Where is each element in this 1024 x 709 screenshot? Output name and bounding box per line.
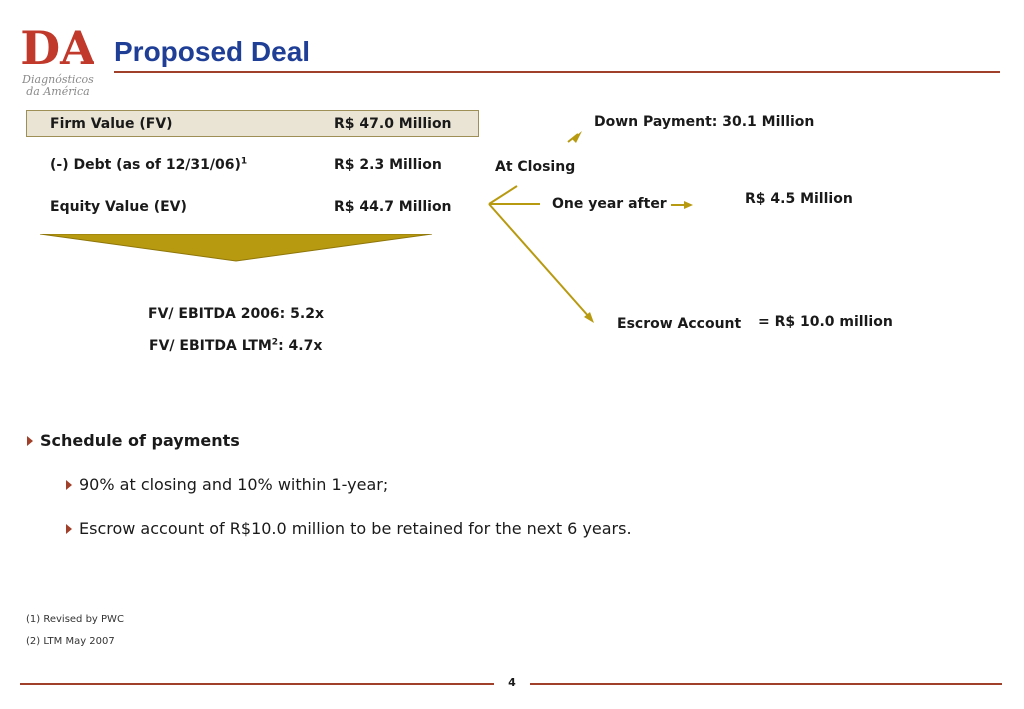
escrow-account-label: Escrow Account xyxy=(617,316,742,332)
bullet-item: 90% at closing and 10% within 1-year; xyxy=(66,475,388,494)
page-number: 4 xyxy=(508,676,516,689)
equity-value-amount: R$ 44.7 Million xyxy=(334,199,452,215)
bullet-arrow-icon xyxy=(66,479,72,490)
down-payment-arrowhead xyxy=(572,131,582,143)
page-title: Proposed Deal xyxy=(114,36,311,67)
equity-value-label: Equity Value (EV) xyxy=(50,199,187,215)
ebitda-ltm-multiple: FV/ EBITDA LTM2: 4.7x xyxy=(149,338,322,355)
down-payment-label: Down Payment: 30.1 Million xyxy=(594,114,815,130)
flow-branch-down xyxy=(488,203,591,319)
down-payment-arrow-line xyxy=(567,133,579,143)
funnel-shape xyxy=(40,234,432,262)
firm-value-box xyxy=(26,110,479,137)
flow-branch-up xyxy=(488,185,518,205)
schedule-heading: Schedule of payments xyxy=(40,431,240,450)
bullet-item-text: Escrow account of R$10.0 million to be r… xyxy=(79,519,632,538)
footnote-2: (2) LTM May 2007 xyxy=(26,636,115,647)
schedule-heading-row: Schedule of payments xyxy=(27,431,240,450)
ebitda-ltm-footnote-ref: 2 xyxy=(271,337,279,348)
bullet-arrow-icon xyxy=(66,523,72,534)
escrow-arrowhead xyxy=(584,312,594,323)
one-year-arrowhead xyxy=(684,201,693,209)
debt-label: (-) Debt (as of 12/31/06)1 xyxy=(50,157,247,174)
firm-value-label: Firm Value (FV) xyxy=(50,116,173,132)
bullet-item: Escrow account of R$10.0 million to be r… xyxy=(66,519,632,538)
ebitda-ltm-prefix: FV/ EBITDA LTM xyxy=(149,338,272,354)
bullet-item-text: 90% at closing and 10% within 1-year; xyxy=(79,475,389,494)
ebitda-2006-multiple: FV/ EBITDA 2006: 5.2x xyxy=(148,306,324,322)
title-rule xyxy=(114,71,1000,73)
footnote-1: (1) Revised by PWC xyxy=(26,614,124,625)
one-year-amount: R$ 4.5 Million xyxy=(745,191,853,207)
ebitda-ltm-suffix: : 4.7x xyxy=(278,338,323,354)
logo-name-line2: da América xyxy=(26,85,90,98)
debt-label-text: (-) Debt (as of 12/31/06) xyxy=(50,157,241,173)
firm-value-amount: R$ 47.0 Million xyxy=(334,116,452,132)
escrow-amount: = R$ 10.0 million xyxy=(758,314,893,330)
bullet-arrow-icon xyxy=(27,435,33,446)
footer-rule-left xyxy=(20,683,494,685)
one-year-after-label: One year after xyxy=(552,196,667,212)
at-closing-label: At Closing xyxy=(495,159,576,175)
debt-footnote-ref: 1 xyxy=(240,156,248,167)
debt-amount: R$ 2.3 Million xyxy=(334,157,442,173)
footer-rule-right xyxy=(530,683,1002,685)
logo-monogram: DA xyxy=(22,21,94,74)
logo-name: Diagnósticos da América xyxy=(18,74,98,98)
logo-name-line1: Diagnósticos xyxy=(22,73,94,86)
da-logo-icon: DA xyxy=(22,21,94,74)
